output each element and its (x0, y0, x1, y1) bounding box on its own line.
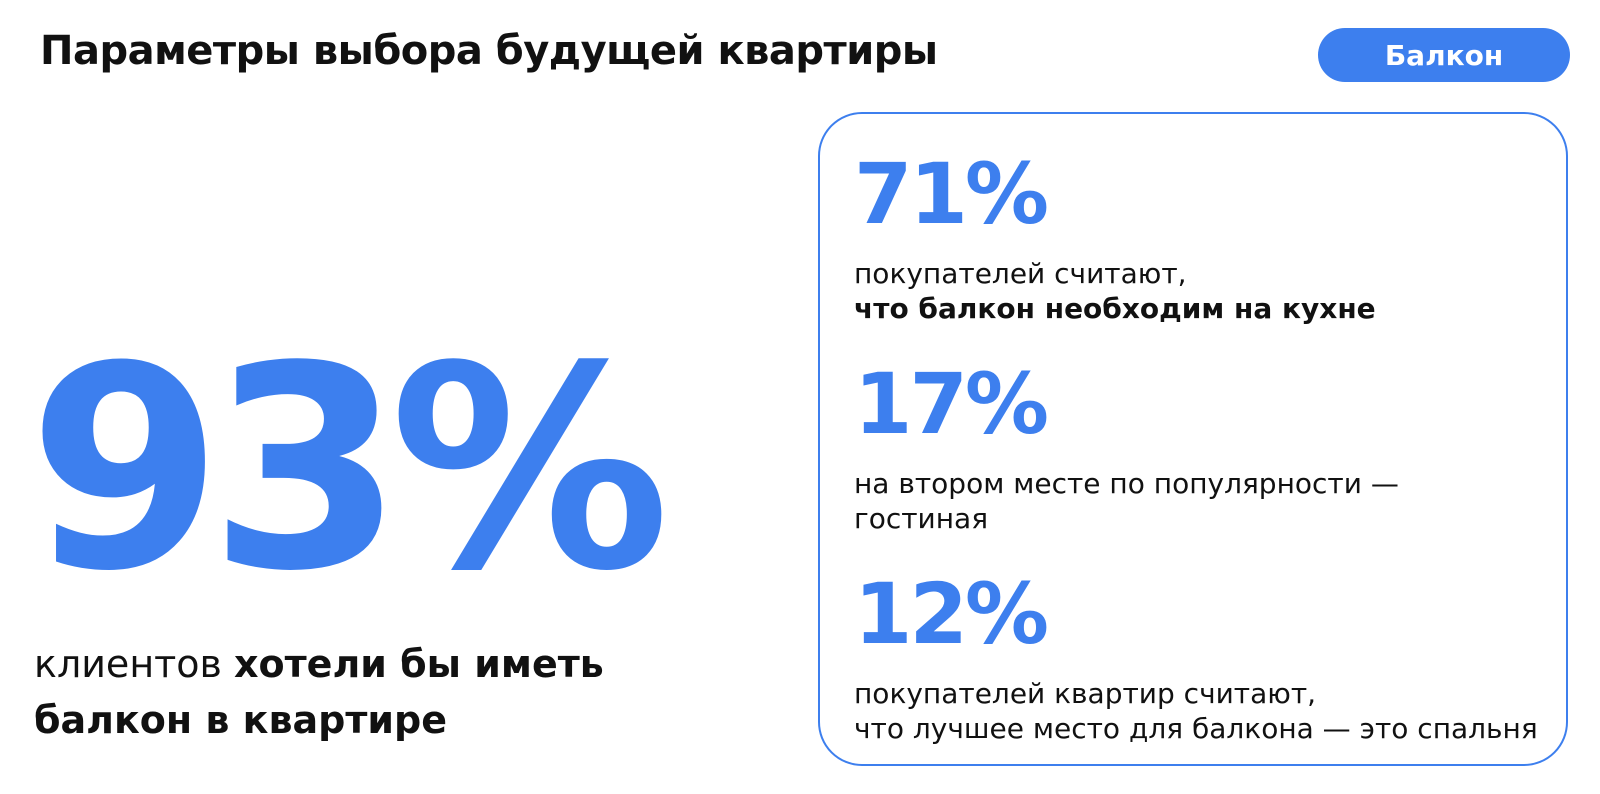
hero-caption-bold-2: балкон в квартире (34, 698, 447, 742)
stat-description-line: что лучшее место для балкона — это спаль… (854, 712, 1538, 745)
stat-item-bedroom: 12% покупателей квартир считают, что луч… (854, 572, 1538, 746)
stat-description-bold-line: что балкон необходим на кухне (854, 292, 1376, 325)
stat-value: 17% (854, 355, 1049, 453)
stat-description: покупателей квартир считают, что лучшее … (854, 676, 1538, 746)
stat-description-line: покупателей считают, (854, 257, 1187, 290)
stat-description-line: на втором месте по популярности — (854, 467, 1399, 500)
hero-caption-line-1: клиентов хотели бы иметь (34, 636, 604, 692)
stat-description: покупателей считают, что балкон необходи… (854, 256, 1376, 326)
balcony-tag-button[interactable]: Балкон (1318, 28, 1570, 82)
stat-item-living-room: 17% на втором месте по популярности — го… (854, 362, 1399, 536)
stat-item-kitchen: 71% покупателей считают, что балкон необ… (854, 152, 1376, 326)
stat-description: на втором месте по популярности — гостин… (854, 466, 1399, 536)
hero-percentage: 93% (28, 307, 670, 633)
page-title: Параметры выбора будущей квартиры (40, 28, 938, 74)
stat-value: 12% (854, 565, 1049, 663)
hero-caption-bold-1: хотели бы иметь (234, 642, 604, 686)
hero-caption-line-2: балкон в квартире (34, 692, 604, 748)
stats-card: 71% покупателей считают, что балкон необ… (818, 112, 1568, 766)
hero-caption: клиентов хотели бы иметь балкон в кварти… (34, 636, 604, 748)
stat-description-line: покупателей квартир считают, (854, 677, 1317, 710)
stat-description-line: гостиная (854, 502, 989, 535)
stat-value: 71% (854, 145, 1049, 243)
hero-caption-regular: клиентов (34, 642, 235, 686)
